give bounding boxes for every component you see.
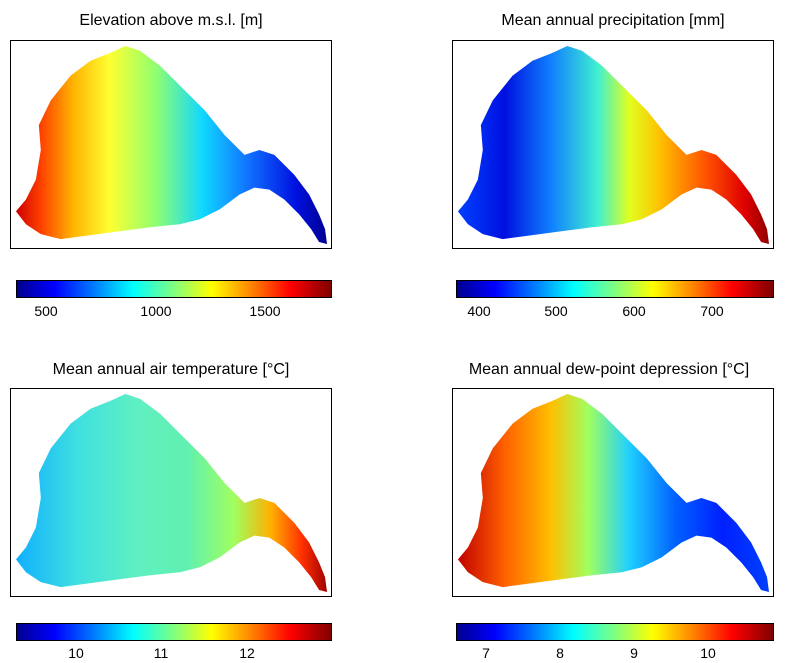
panel-2-tick-label: 700 bbox=[700, 303, 724, 319]
panel-3-colorbar bbox=[16, 623, 332, 641]
panel-2-colorbar bbox=[456, 280, 774, 298]
panel-1-map bbox=[10, 40, 332, 249]
panel-1-tick-labels: 500 1000 1500 bbox=[16, 303, 332, 321]
panel-2-map bbox=[452, 40, 774, 249]
panel-4-colorbar bbox=[456, 623, 774, 641]
panel-1-colorbar bbox=[16, 280, 332, 298]
panel-3-tick-label: 12 bbox=[239, 645, 255, 661]
panel-4-map bbox=[452, 388, 774, 597]
panel-1-tick-label: 1500 bbox=[249, 303, 281, 319]
panel-2-region bbox=[457, 45, 770, 245]
panel-3-map bbox=[10, 388, 332, 597]
panel-2-title: Mean annual precipitation [mm] bbox=[501, 12, 725, 29]
panel-2-tick-labels: 400 500 600 700 bbox=[456, 303, 774, 321]
panel-2-tick-label: 500 bbox=[544, 303, 568, 319]
panel-4-tick-label: 10 bbox=[700, 645, 716, 661]
panel-1-tick-label: 500 bbox=[34, 303, 58, 319]
panel-4-tick-label: 9 bbox=[630, 645, 638, 661]
panel-2-tick-label: 400 bbox=[467, 303, 491, 319]
panel-3-tick-label: 11 bbox=[153, 645, 169, 661]
panel-4-tick-label: 8 bbox=[556, 645, 564, 661]
panel-4-title: Mean annual dew-point depression [°C] bbox=[468, 361, 750, 378]
panel-1-region bbox=[15, 45, 328, 245]
panel-4-region bbox=[457, 393, 770, 593]
panel-2-tick-label: 600 bbox=[622, 303, 646, 319]
panel-4-tick-labels: 7 8 9 10 bbox=[456, 645, 774, 663]
panel-3-tick-label: 10 bbox=[68, 645, 84, 661]
panel-1-title: Elevation above m.s.l. [m] bbox=[79, 12, 263, 29]
panel-3-title: Mean annual air temperature [°C] bbox=[52, 361, 290, 378]
panel-1-tick-label: 1000 bbox=[140, 303, 172, 319]
panel-3-region bbox=[15, 393, 328, 593]
panel-3-tick-labels: 10 11 12 bbox=[16, 645, 332, 663]
panel-4-tick-label: 7 bbox=[482, 645, 490, 661]
